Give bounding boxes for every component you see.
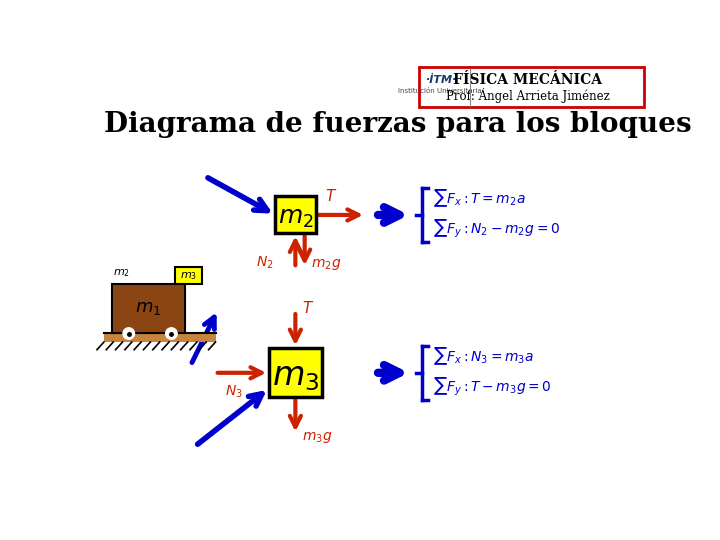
Text: $N_2$: $N_2$ (256, 254, 274, 271)
Text: $N_3$: $N_3$ (225, 383, 243, 400)
Text: $\sum F_y : T - m_3 g = 0$: $\sum F_y : T - m_3 g = 0$ (433, 375, 552, 398)
Text: $m_2$: $m_2$ (113, 267, 130, 279)
Text: Diagrama de fuerzas para los bloques: Diagrama de fuerzas para los bloques (104, 111, 692, 138)
Text: $m_2$: $m_2$ (277, 206, 313, 230)
Text: Institución Universitaria: Institución Universitaria (398, 88, 482, 94)
Bar (269, 348, 322, 397)
Text: ·İTM·: ·İTM· (425, 75, 456, 85)
Text: $m_3 g$: $m_3 g$ (302, 430, 332, 445)
Text: Prof: Ángel Arrieta Jiménez: Prof: Ángel Arrieta Jiménez (446, 88, 610, 103)
Text: $m_2 g$: $m_2 g$ (311, 256, 341, 272)
Text: FÍSICA MECÁNICA: FÍSICA MECÁNICA (454, 72, 603, 86)
Bar (419, 67, 644, 107)
Text: $\sum F_y : N_2 - m_2 g = 0$: $\sum F_y : N_2 - m_2 g = 0$ (433, 218, 559, 240)
Text: $T$: $T$ (325, 188, 337, 204)
Bar (104, 333, 216, 342)
Text: $m_3$: $m_3$ (180, 270, 197, 282)
Text: $T$: $T$ (302, 300, 314, 316)
Bar (175, 267, 202, 284)
Bar (275, 197, 315, 233)
Circle shape (123, 328, 134, 339)
Text: $\sum F_x : N_3 = m_3 a$: $\sum F_x : N_3 = m_3 a$ (433, 345, 534, 367)
Bar (112, 284, 185, 333)
Circle shape (166, 328, 177, 339)
Text: $m_3$: $m_3$ (271, 360, 319, 393)
Text: $\sum F_x : T = m_2 a$: $\sum F_x : T = m_2 a$ (433, 187, 525, 209)
Text: $m_1$: $m_1$ (135, 299, 161, 317)
